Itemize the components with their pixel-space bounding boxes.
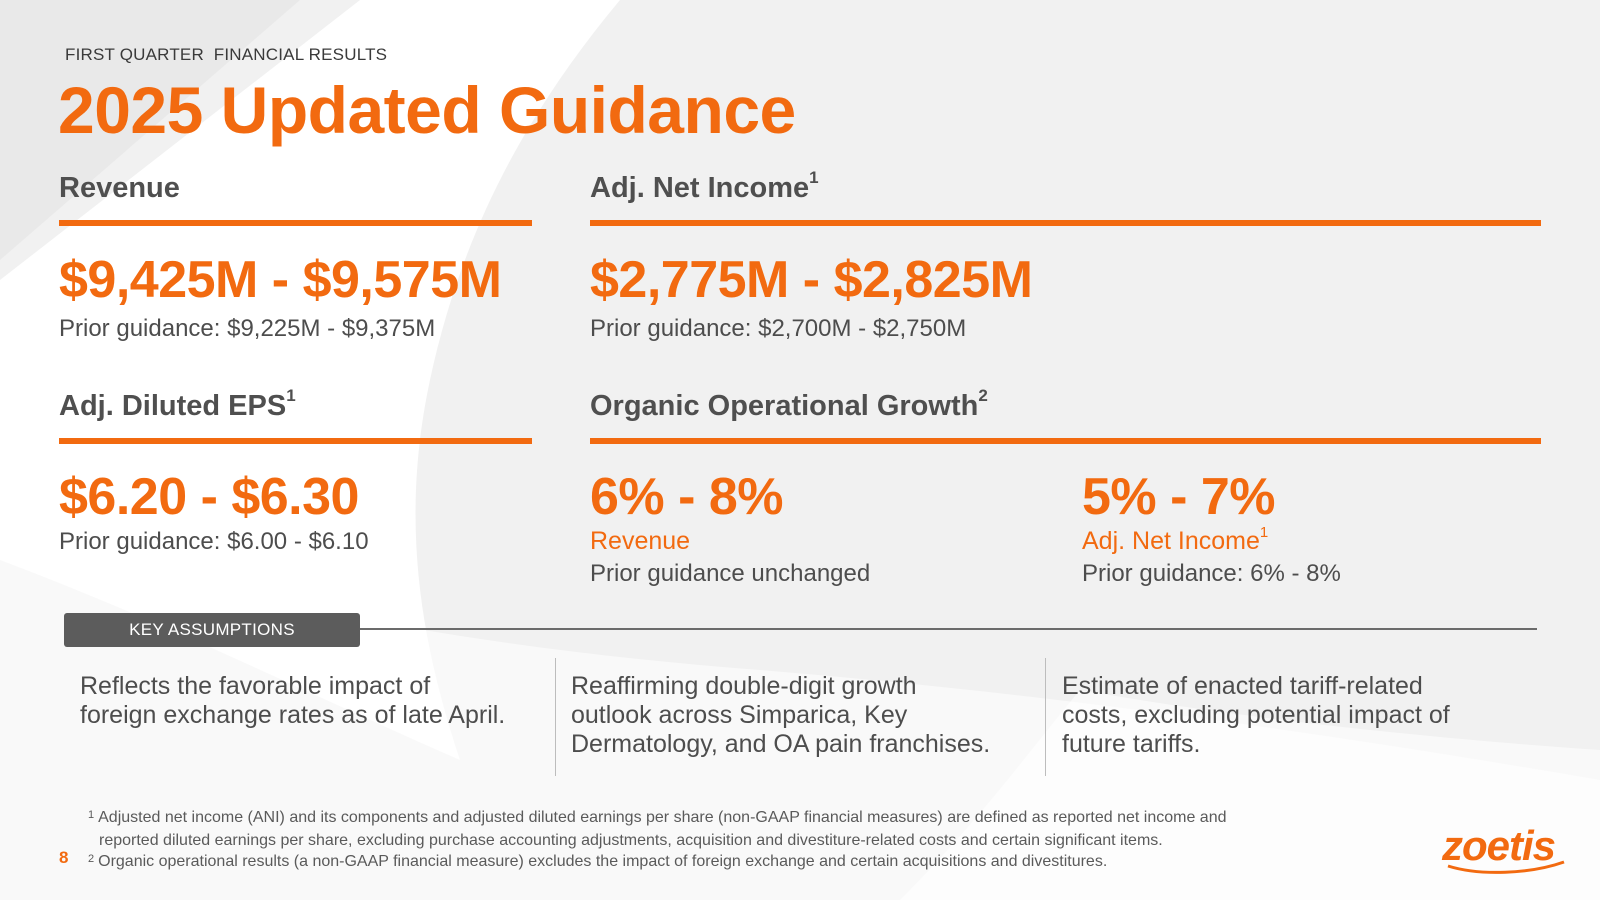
footnote-number: 2 bbox=[88, 853, 95, 865]
footnote-ref: 2 bbox=[978, 386, 988, 405]
revenue-rule bbox=[59, 220, 532, 226]
organic-revenue-label: Revenue bbox=[590, 527, 691, 555]
footnotes: 1 Adjusted net income (ANI) and its compo… bbox=[88, 807, 1428, 874]
adj-net-income-heading-text: Adj. Net Income bbox=[590, 172, 810, 204]
footnote-ref: 1 bbox=[286, 386, 296, 405]
assumption-item: Estimate of enacted tariff-related costs… bbox=[1062, 672, 1532, 759]
footnote-1-cont: reported diluted earnings per share, exc… bbox=[99, 832, 1163, 849]
adj-net-income-rule bbox=[590, 220, 1541, 226]
page-title: 2025 Updated Guidance bbox=[58, 73, 796, 147]
footnote-text: Adjusted net income (ANI) and its compon… bbox=[98, 809, 1227, 826]
adj-eps-value: $6.20 - $6.30 bbox=[59, 468, 359, 526]
assumption-item: Reaffirming double-digit growth outlook … bbox=[571, 672, 1041, 759]
footnote-text: Organic operational results (a non-GAAP … bbox=[98, 853, 1108, 870]
revenue-heading: Revenue bbox=[59, 172, 180, 205]
assumption-line: Reaffirming double-digit growth bbox=[571, 672, 917, 700]
organic-net-income-label: Adj. Net Income1 bbox=[1082, 524, 1269, 556]
key-assumptions-tag: KEY ASSUMPTIONS bbox=[64, 613, 360, 647]
organic-growth-heading-text: Organic Operational Growth bbox=[590, 390, 979, 422]
assumption-divider bbox=[1045, 658, 1046, 776]
footnote-ref: 1 bbox=[809, 168, 819, 187]
organic-revenue-value: 6% - 8% bbox=[590, 468, 784, 526]
assumption-line: Estimate of enacted tariff-related bbox=[1062, 672, 1423, 700]
assumption-line: outlook across Simparica, Key bbox=[571, 701, 908, 729]
organic-revenue-prior: Prior guidance unchanged bbox=[590, 560, 871, 587]
footnote-2: 2 Organic operational results (a non-GAAP… bbox=[88, 851, 1428, 874]
adj-net-income-value: $2,775M - $2,825M bbox=[590, 251, 1033, 309]
assumption-line: future tariffs. bbox=[1062, 730, 1201, 758]
revenue-heading-text: Revenue bbox=[59, 172, 180, 204]
adj-eps-heading-text: Adj. Diluted EPS bbox=[59, 390, 287, 422]
assumption-divider bbox=[555, 658, 556, 776]
adj-eps-prior: Prior guidance: $6.00 - $6.10 bbox=[59, 528, 369, 555]
organic-net-income-value: 5% - 7% bbox=[1082, 468, 1276, 526]
page-number: 8 bbox=[59, 848, 69, 867]
revenue-value: $9,425M - $9,575M bbox=[59, 251, 502, 309]
logo-text: zoetis bbox=[1441, 822, 1555, 869]
organic-net-income-prior: Prior guidance: 6% - 8% bbox=[1082, 560, 1341, 587]
footnote-number: 1 bbox=[88, 809, 95, 821]
key-assumptions-divider bbox=[355, 628, 1537, 630]
assumption-line: Dermatology, and OA pain franchises. bbox=[571, 730, 991, 758]
zoetis-logo: zoetis bbox=[1441, 822, 1565, 874]
revenue-prior: Prior guidance: $9,225M - $9,375M bbox=[59, 315, 436, 342]
adj-eps-heading: Adj. Diluted EPS1 bbox=[59, 386, 296, 423]
adj-net-income-heading: Adj. Net Income1 bbox=[590, 168, 819, 205]
organic-growth-rule bbox=[590, 438, 1541, 444]
organic-net-income-label-text: Adj. Net Income bbox=[1082, 527, 1260, 555]
footnote-1: 1 Adjusted net income (ANI) and its compo… bbox=[88, 807, 1428, 830]
organic-growth-heading: Organic Operational Growth2 bbox=[590, 386, 988, 423]
assumption-line: foreign exchange rates as of late April. bbox=[80, 701, 506, 729]
eyebrow-label: FIRST QUARTER FINANCIAL RESULTS bbox=[65, 45, 388, 64]
adj-net-income-prior: Prior guidance: $2,700M - $2,750M bbox=[590, 315, 967, 342]
footnote-ref: 1 bbox=[1259, 524, 1269, 541]
adj-eps-rule bbox=[59, 438, 532, 444]
assumption-line: costs, excluding potential impact of bbox=[1062, 701, 1450, 729]
assumption-item: Reflects the favorable impact of foreign… bbox=[80, 672, 550, 730]
assumption-line: Reflects the favorable impact of bbox=[80, 672, 431, 700]
